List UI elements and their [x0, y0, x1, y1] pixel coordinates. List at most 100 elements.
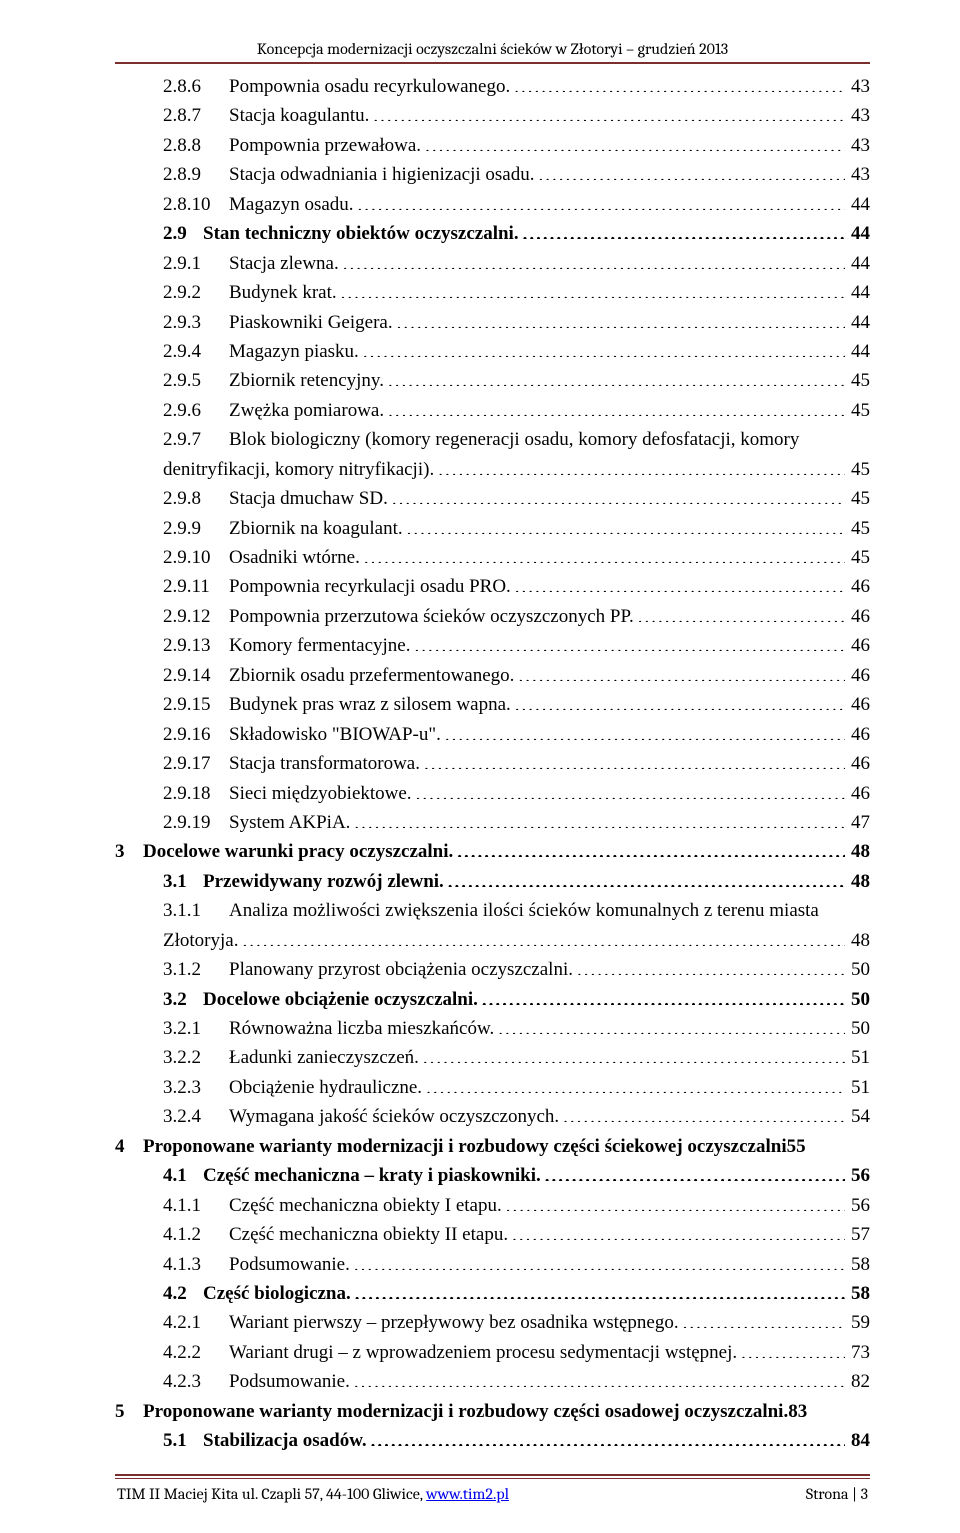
toc-dots	[482, 986, 845, 1005]
header-rule	[115, 62, 870, 64]
toc-dots	[457, 838, 845, 857]
toc-entry: 4.1.1Część mechaniczna obiekty I etapu.5…	[115, 1191, 870, 1220]
toc-page: 50	[845, 955, 870, 984]
toc-page: 46	[845, 572, 870, 601]
toc-label: 2.9.16Składowisko "BIOWAP-u".	[163, 720, 445, 749]
toc-dots	[563, 1103, 845, 1122]
toc-entry-cont: denitryfikacji, komory nitryfikacji).45	[115, 455, 870, 484]
toc-label: Złotoryja.	[163, 926, 242, 955]
toc-page: 56	[845, 1191, 870, 1220]
toc-entry: 2.9.5Zbiornik retencyjny.45	[115, 366, 870, 395]
toc-page: 43	[845, 160, 870, 189]
toc-page: 44	[845, 308, 870, 337]
toc-entry: 2.9.12Pompownia przerzutowa ścieków oczy…	[115, 602, 870, 631]
toc-dots	[515, 691, 845, 710]
toc-label: 3.1Przewidywany rozwój zlewni.	[163, 867, 448, 896]
toc-label: 2.9.4Magazyn piasku.	[163, 337, 363, 366]
toc-label: 2.9.2Budynek krat.	[163, 278, 341, 307]
toc-entry: 2.9.3Piaskowniki Geigera.44	[115, 308, 870, 337]
toc-dots	[423, 1044, 845, 1063]
toc-page: 44	[845, 219, 870, 248]
toc-label: 3.2.3Obciążenie hydrauliczne.	[163, 1073, 426, 1102]
toc-page: 45	[845, 514, 870, 543]
toc-dots	[392, 485, 845, 504]
toc-entry: 2.9.19System AKPiA.47	[115, 808, 870, 837]
toc-page: 43	[845, 101, 870, 130]
toc-dots	[545, 1162, 845, 1181]
toc-entry: 3.2.2Ładunki zanieczyszczeń.51	[115, 1043, 870, 1072]
toc-page: 44	[845, 190, 870, 219]
toc-page: 50	[845, 985, 870, 1014]
toc-dots	[363, 338, 845, 357]
toc-dots	[538, 161, 845, 180]
toc-label: 2.9.17Stacja transformatorowa.	[163, 749, 424, 778]
toc-page: 51	[845, 1073, 870, 1102]
toc-label: 2.9.5Zbiornik retencyjny.	[163, 366, 388, 395]
toc-page: 46	[845, 779, 870, 808]
toc-page: 46	[845, 602, 870, 631]
toc-dots	[355, 1280, 845, 1299]
toc-label: 2.8.6Pompownia osadu recyrkulowanego.	[163, 72, 514, 101]
toc-label: 3.1.1Analiza możliwości zwiększenia iloś…	[163, 896, 823, 925]
toc-entry: 4.2.2Wariant drugi – z wprowadzeniem pro…	[115, 1338, 870, 1367]
toc-entry: 2.9.8Stacja dmuchaw SD. 45	[115, 484, 870, 513]
toc-page: 46	[845, 720, 870, 749]
toc-label: 2.9.1Stacja zlewna.	[163, 249, 343, 278]
toc-page: 46	[845, 661, 870, 690]
footer-page: Strona | 3	[806, 1485, 868, 1503]
toc-entry: 2.9.9Zbiornik na koagulant. 45	[115, 514, 870, 543]
toc-entry: 3.1Przewidywany rozwój zlewni.48	[115, 867, 870, 896]
toc-entry: 4.1Część mechaniczna – kraty i piaskowni…	[115, 1161, 870, 1190]
toc-entry: 2.8.7Stacja koagulantu. 43	[115, 101, 870, 130]
toc-page: 51	[845, 1043, 870, 1072]
toc-entry: 2.9.2Budynek krat.44	[115, 278, 870, 307]
toc-dots	[445, 721, 845, 740]
toc-entry: 2.9.11Pompownia recyrkulacji osadu PRO.4…	[115, 572, 870, 601]
toc-entry: 2.9.13Komory fermentacyjne.46	[115, 631, 870, 660]
toc-page: 58	[845, 1279, 870, 1308]
toc-entry: 5.1Stabilizacja osadów.84	[115, 1426, 870, 1455]
toc-dots	[343, 250, 845, 269]
toc-dots	[425, 132, 845, 151]
toc-entry: 2.8.10Magazyn osadu. 44	[115, 190, 870, 219]
toc-entry: 4.2Część biologiczna. 58	[115, 1279, 870, 1308]
toc-page: 57	[845, 1220, 870, 1249]
toc-entry: 3.2.4Wymagana jakość ścieków oczyszczony…	[115, 1102, 870, 1131]
toc-dots	[514, 73, 845, 92]
toc-label: 3Docelowe warunki pracy oczyszczalni.	[115, 837, 457, 866]
toc-entry: 2.9.14Zbiornik osadu przefermentowanego.…	[115, 661, 870, 690]
toc-dots	[512, 1221, 845, 1240]
toc-label: 4.2.2Wariant drugi – z wprowadzeniem pro…	[163, 1338, 741, 1367]
toc-label: 2.9.6Zwężka pomiarowa.	[163, 396, 388, 425]
toc-dots	[341, 279, 845, 298]
toc-label: 2.8.10Magazyn osadu.	[163, 190, 358, 219]
toc-dots	[518, 662, 845, 681]
toc-entry: 3.2.3Obciążenie hydrauliczne. 51	[115, 1073, 870, 1102]
toc-page: 45	[845, 484, 870, 513]
toc-label: 2.9.18Sieci międzyobiektowe.	[163, 779, 416, 808]
footer-left: TIM II Maciej Kita ul. Czapli 57, 44-100…	[117, 1485, 509, 1503]
toc-label: 2.9.9Zbiornik na koagulant.	[163, 514, 407, 543]
toc-dots	[577, 956, 845, 975]
toc-dots	[388, 367, 845, 386]
footer-text: TIM II Maciej Kita ul. Czapli 57, 44-100…	[117, 1485, 426, 1503]
toc-entry: 2.8.6Pompownia osadu recyrkulowanego.43	[115, 72, 870, 101]
toc-entry-cont: Złotoryja.48	[115, 926, 870, 955]
toc-dots	[364, 544, 845, 563]
toc-label: 2.9.19System AKPiA.	[163, 808, 354, 837]
toc-dots	[397, 309, 845, 328]
table-of-contents: 2.8.6Pompownia osadu recyrkulowanego.432…	[115, 72, 870, 1456]
toc-entry: 2.8.9Stacja odwadniania i higienizacji o…	[115, 160, 870, 189]
toc-label: 2.8.7Stacja koagulantu.	[163, 101, 373, 130]
toc-dots	[416, 780, 845, 799]
toc-page: 44	[845, 249, 870, 278]
toc-entry: 5Proponowane warianty modernizacji i roz…	[115, 1397, 870, 1426]
toc-dots	[523, 220, 845, 239]
toc-page: 46	[845, 749, 870, 778]
toc-label: 4.2Część biologiczna.	[163, 1279, 355, 1308]
footer-link[interactable]: www.tim2.pl	[426, 1485, 509, 1503]
toc-label: 2.9.8Stacja dmuchaw SD.	[163, 484, 392, 513]
toc-label: 2.9.14Zbiornik osadu przefermentowanego.	[163, 661, 518, 690]
toc-dots	[498, 1015, 845, 1034]
toc-dots	[424, 750, 845, 769]
